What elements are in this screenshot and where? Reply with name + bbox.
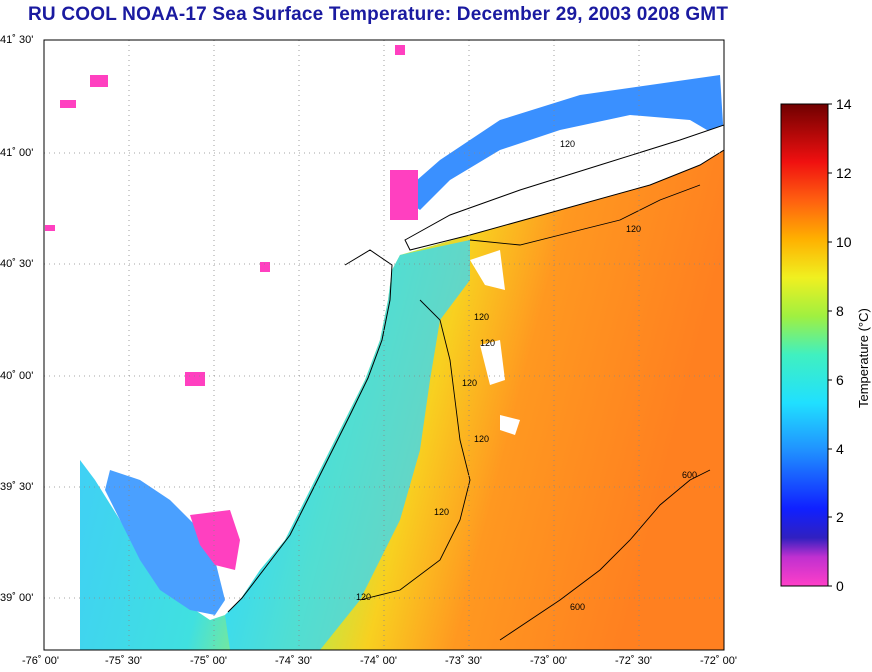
coastline xyxy=(227,249,393,613)
contour-label-120: 120 xyxy=(474,434,489,444)
contour-label-120: 120 xyxy=(560,139,575,149)
colorbar-ticks xyxy=(828,103,832,587)
map-plot-area: 120 120 120 120 120 120 120 120 600 600 xyxy=(44,40,724,650)
lon-label: -72˚ 30' xyxy=(615,655,652,667)
contour-label-120: 120 xyxy=(434,507,449,517)
colorbar-tick-label: 0 xyxy=(836,578,844,594)
lon-label: -73˚ 30' xyxy=(445,655,482,667)
lon-label: -74˚ 30' xyxy=(275,655,312,667)
isobath-contours xyxy=(359,184,711,641)
long-island-sound xyxy=(400,75,724,210)
contour-label-600: 600 xyxy=(682,470,697,480)
contour-label-600: 600 xyxy=(570,602,585,612)
lon-label: -75˚ 30' xyxy=(105,655,142,667)
lon-label: -74˚ 00' xyxy=(360,655,397,667)
cold-mask-patches xyxy=(45,45,418,386)
map-frame xyxy=(43,39,725,651)
colorbar-tick-label: 8 xyxy=(836,303,844,319)
lon-label: -76˚ 00' xyxy=(22,655,59,667)
graticule xyxy=(44,40,724,650)
lon-label: -72˚ 00' xyxy=(700,655,737,667)
contour-label-120: 120 xyxy=(480,338,495,348)
lat-label: 41˚ 00' xyxy=(0,147,34,159)
contour-label-120: 120 xyxy=(462,378,477,388)
long-island xyxy=(404,124,724,251)
colorbar-tick-label: 2 xyxy=(836,509,844,525)
delaware-bay xyxy=(105,470,225,615)
colorbar-tick-label: 14 xyxy=(836,96,852,112)
lon-label: -75˚ 00' xyxy=(190,655,227,667)
colorbar-tick-label: 4 xyxy=(836,441,844,457)
contour-label-120: 120 xyxy=(626,224,641,234)
nearshore-cool-band xyxy=(225,240,470,650)
colorbar-title: Temperature (°C) xyxy=(856,308,871,408)
lat-label: 39˚ 00' xyxy=(0,592,34,604)
colorbar-tick-label: 12 xyxy=(836,165,852,181)
lat-label: 40˚ 00' xyxy=(0,370,34,382)
lon-label: -73˚ 00' xyxy=(530,655,567,667)
colorbar xyxy=(780,103,829,587)
map-title: RU COOL NOAA-17 Sea Surface Temperature:… xyxy=(28,4,729,25)
lat-label: 41˚ 30' xyxy=(0,34,34,46)
contour-label-120: 120 xyxy=(474,312,489,322)
bay-cold-mask xyxy=(190,510,240,570)
contour-label-120: 120 xyxy=(356,592,371,602)
colorbar-tick-label: 10 xyxy=(836,234,852,250)
lat-label: 39˚ 30' xyxy=(0,481,34,493)
cloud-patches xyxy=(470,250,520,435)
colorbar-tick-label: 6 xyxy=(836,372,844,388)
lat-label: 40˚ 30' xyxy=(0,258,34,270)
